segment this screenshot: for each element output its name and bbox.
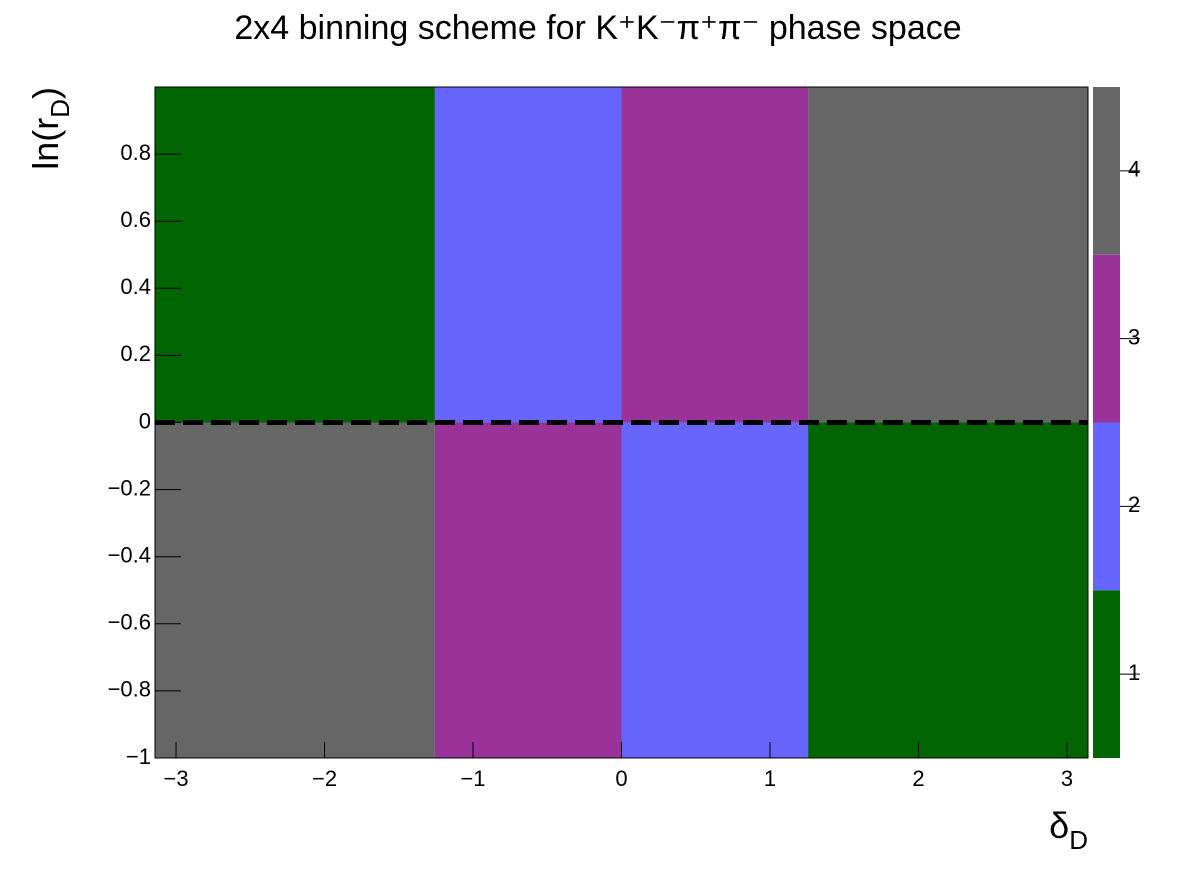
x-tick-label: −1 — [460, 766, 485, 791]
y-label-end: ) — [25, 87, 66, 99]
y-tick-label: 0.2 — [120, 341, 151, 366]
color-scale-label: 4 — [1128, 157, 1140, 182]
heatmap-cell — [434, 422, 622, 758]
y-tick-label: 0.8 — [120, 140, 151, 165]
heatmap-cell — [434, 87, 622, 423]
color-scale-segment — [1093, 87, 1120, 255]
heatmap-cell — [621, 87, 809, 423]
color-scale-label: 2 — [1128, 492, 1140, 517]
y-tick-label: 0.6 — [120, 207, 151, 232]
x-axis-label: δD — [1049, 805, 1088, 855]
x-tick-label: 0 — [615, 766, 627, 791]
heatmap-cell — [155, 422, 435, 758]
y-axis-label: ln(rD) — [25, 87, 75, 170]
y-tick-label: −0.4 — [108, 543, 151, 568]
heatmap-cell — [621, 422, 809, 758]
y-tick-label: −1 — [126, 744, 151, 769]
x-tick-label: −2 — [312, 766, 337, 791]
x-tick-label: −3 — [163, 766, 188, 791]
y-tick-label: −0.8 — [108, 677, 151, 702]
y-tick-label: 0 — [139, 408, 151, 433]
heatmap-cell — [808, 422, 1088, 758]
color-scale-label: 1 — [1128, 660, 1140, 685]
color-scale-segment — [1093, 422, 1120, 591]
x-tick-label: 1 — [764, 766, 776, 791]
y-tick-label: −0.2 — [108, 475, 151, 500]
heatmap-cell — [155, 87, 435, 423]
y-label-sub: D — [45, 99, 75, 118]
y-label-base: ln(r — [25, 118, 66, 170]
x-tick-label: 2 — [912, 766, 924, 791]
x-label-base: δ — [1049, 805, 1069, 846]
chart-title: 2x4 binning scheme for K⁺K⁻π⁺π⁻ phase sp… — [234, 9, 961, 47]
color-scale-segment — [1093, 254, 1120, 423]
heatmap-cell — [808, 87, 1088, 423]
y-tick-label: 0.4 — [120, 274, 151, 299]
color-scale-label: 3 — [1128, 324, 1140, 349]
y-tick-label: −0.6 — [108, 610, 151, 635]
color-scale-segment — [1093, 590, 1120, 758]
x-label-sub: D — [1069, 825, 1088, 855]
x-tick-label: 3 — [1061, 766, 1073, 791]
